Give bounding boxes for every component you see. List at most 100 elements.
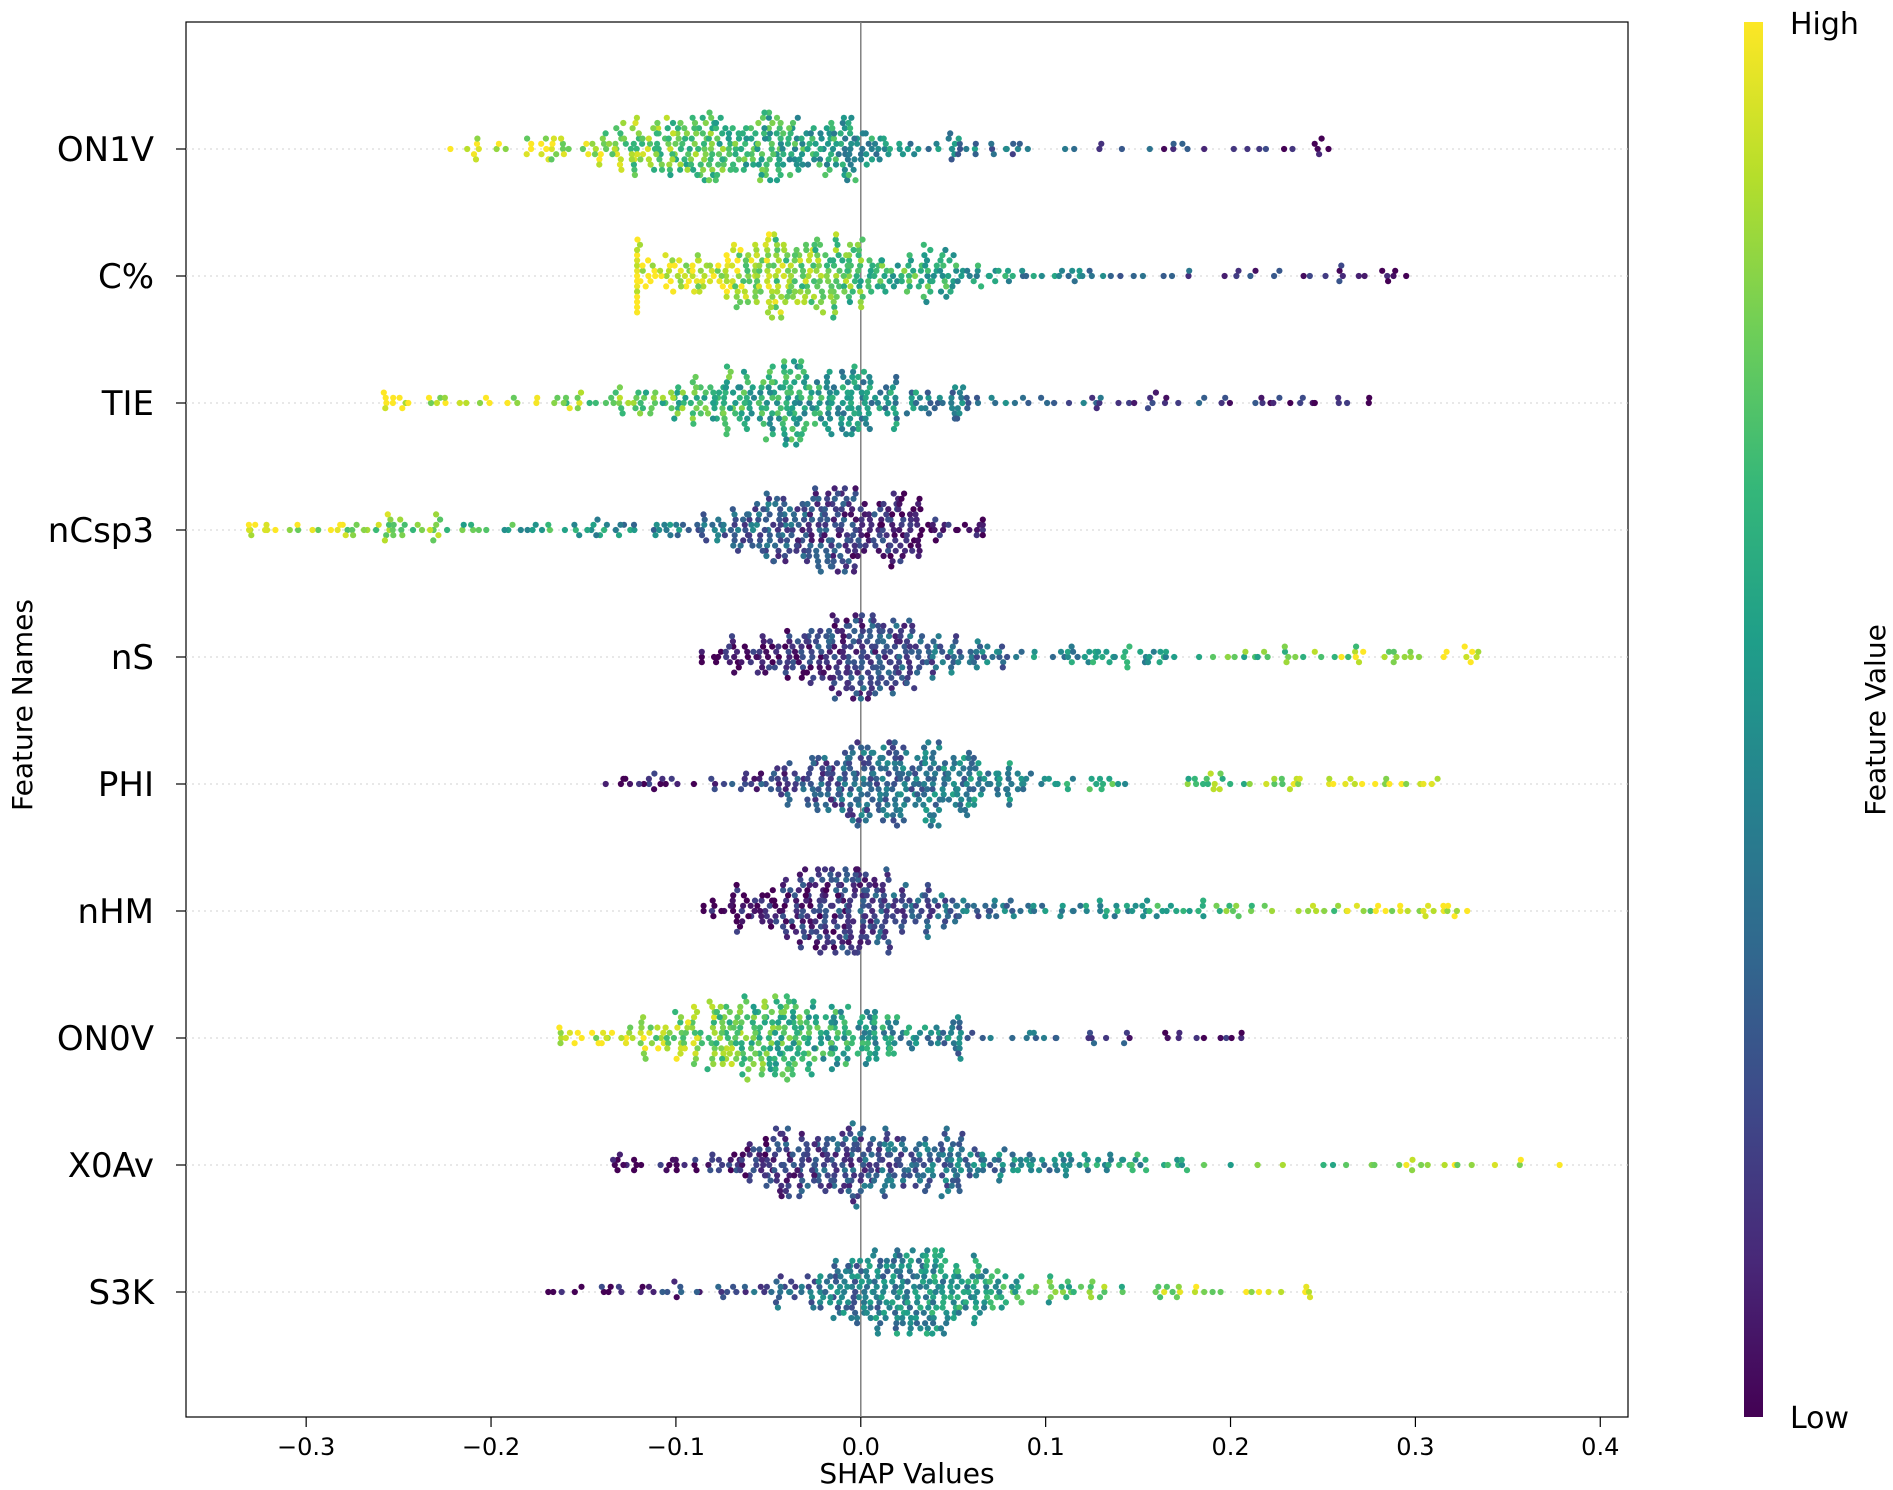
shap-point [903, 786, 910, 793]
shap-point [796, 871, 804, 878]
shap-point [738, 659, 745, 666]
shap-point [956, 770, 963, 777]
shap-point [769, 288, 776, 295]
shap-point [790, 1014, 797, 1021]
shap-point [1115, 399, 1122, 407]
shap-point [472, 156, 480, 163]
shap-point [658, 161, 665, 168]
shap-point [1006, 801, 1013, 808]
shap-point [631, 171, 639, 179]
shap-point [1343, 1161, 1350, 1169]
shap-point [571, 521, 578, 528]
shap-point [839, 257, 846, 264]
shap-point [383, 532, 390, 539]
shap-point [701, 272, 708, 280]
shap-point [561, 526, 569, 534]
shap-point [929, 653, 936, 661]
shap-point [645, 257, 652, 264]
shap-point [877, 928, 884, 935]
shap-point [1038, 780, 1045, 788]
shap-point [849, 812, 856, 819]
shap-point [690, 420, 697, 427]
shap-point [554, 394, 561, 401]
shap-point [841, 775, 848, 782]
shap-point [781, 415, 788, 422]
shap-point [739, 918, 746, 925]
shap-point [954, 415, 961, 422]
shap-point [1116, 1161, 1123, 1169]
shap-point [887, 1141, 895, 1148]
shap-point [858, 516, 865, 523]
shap-point [851, 780, 858, 788]
shap-point [882, 140, 889, 147]
shap-point [836, 283, 843, 290]
shap-point [857, 633, 865, 640]
shap-point [1126, 1034, 1133, 1042]
shap-point [1451, 913, 1458, 920]
shap-point [956, 389, 964, 396]
shap-point [651, 786, 658, 793]
shap-point [633, 145, 640, 153]
shap-point [657, 1034, 665, 1042]
shap-point [837, 1187, 845, 1195]
shap-point [861, 765, 868, 772]
shap-point [785, 998, 793, 1005]
shap-point [794, 114, 801, 121]
shap-point [777, 405, 784, 412]
shap-point [1142, 1156, 1149, 1163]
shap-point [989, 653, 996, 661]
shap-point [738, 1156, 745, 1163]
shap-point [596, 156, 603, 163]
shap-point [958, 1135, 965, 1143]
shap-point [852, 177, 859, 184]
shap-point [719, 1019, 726, 1026]
shap-point [1130, 272, 1137, 280]
shap-point [738, 907, 746, 915]
shap-point [1311, 648, 1318, 655]
shap-point [939, 659, 946, 666]
shap-point [694, 1045, 701, 1052]
shap-point [822, 521, 829, 528]
shap-point [847, 145, 854, 153]
shap-point [839, 1130, 846, 1137]
shap-point [732, 516, 739, 523]
shap-point [1382, 907, 1389, 915]
shap-point [1336, 278, 1343, 285]
shap-point [852, 516, 860, 523]
shap-point [943, 1125, 950, 1132]
shap-point [829, 145, 837, 153]
shap-point [1064, 780, 1071, 788]
shap-point [854, 420, 861, 427]
shap-point [784, 293, 791, 300]
shap-point [844, 679, 851, 687]
shap-point [859, 1034, 866, 1042]
shap-point [1025, 902, 1032, 909]
shap-point [1238, 1029, 1245, 1036]
shap-point [800, 881, 807, 889]
shap-point [965, 399, 972, 407]
shap-point [843, 669, 850, 676]
shap-point [677, 278, 684, 285]
shap-point [1097, 394, 1104, 401]
shap-point [1010, 140, 1017, 147]
shap-point [846, 791, 854, 798]
shap-point [804, 145, 811, 153]
shap-point [772, 1060, 780, 1068]
shap-point [771, 664, 778, 671]
shap-point [996, 1177, 1003, 1184]
shap-point [845, 653, 852, 661]
shap-point [1262, 145, 1269, 153]
shap-point [824, 939, 831, 946]
shap-point [825, 786, 832, 793]
shap-point [786, 1172, 793, 1179]
shap-point [831, 1161, 838, 1169]
shap-point [740, 368, 748, 375]
shap-point [899, 1320, 906, 1327]
shap-point [742, 1172, 749, 1179]
shap-point [796, 156, 803, 163]
shap-point [1039, 1156, 1046, 1163]
shap-point [1146, 653, 1153, 661]
shap-point [769, 394, 776, 401]
shap-point [938, 1262, 945, 1270]
shap-point [851, 542, 858, 549]
